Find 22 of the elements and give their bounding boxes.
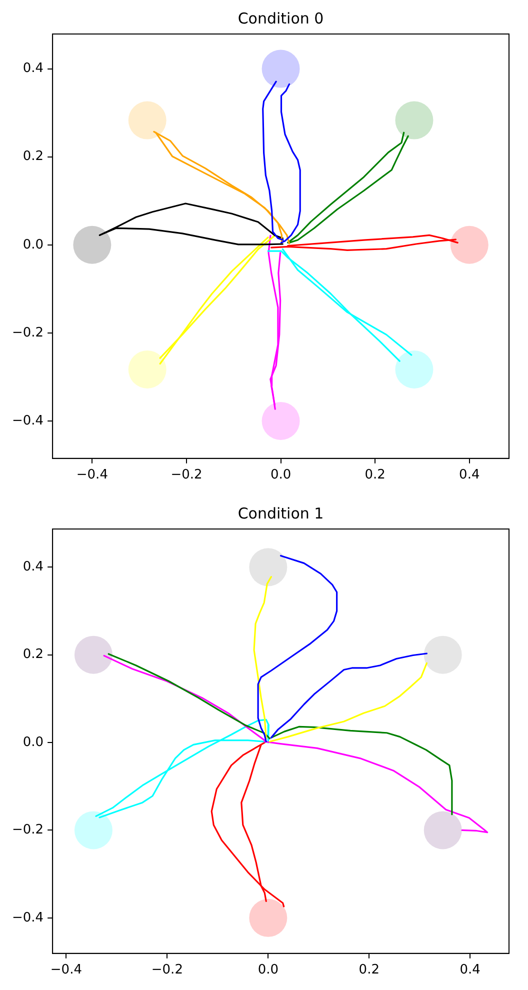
chart-title: Condition 0	[238, 9, 324, 28]
x-tick-label: −0.2	[151, 962, 183, 978]
y-tick-label: −0.4	[12, 413, 44, 428]
x-tick-label: 0.0	[270, 468, 292, 483]
y-tick-label: −0.4	[12, 910, 44, 926]
y-tick-label: 0.4	[22, 61, 44, 76]
x-tick-label: −0.4	[50, 962, 82, 978]
x-tick-label: 0.2	[358, 962, 380, 978]
y-tick-label: 0.0	[22, 734, 44, 750]
y-tick-label: 0.0	[22, 237, 44, 252]
x-tick-label: 0.2	[364, 468, 386, 483]
y-tick-label: 0.2	[22, 149, 44, 164]
x-tick-label: −0.4	[76, 468, 108, 483]
y-tick-label: 0.4	[22, 560, 44, 575]
y-tick-label: 0.2	[22, 647, 44, 662]
x-tick-label: 0.4	[460, 962, 480, 978]
y-tick-label: −0.2	[12, 325, 44, 340]
x-tick-label: 0.0	[258, 962, 279, 978]
y-tick-label: −0.2	[12, 822, 44, 838]
chart-title: Condition 1	[238, 504, 324, 522]
x-tick-label: 0.4	[459, 468, 480, 483]
x-tick-label: −0.2	[170, 468, 202, 483]
